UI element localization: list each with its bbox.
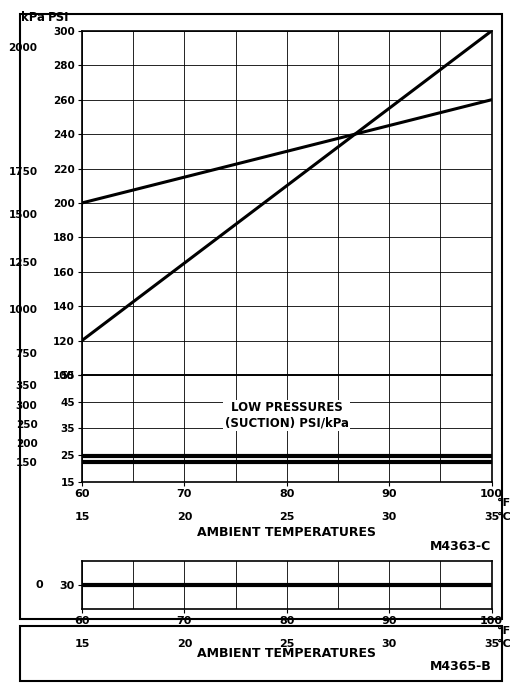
Text: AMBIENT TEMPERATURES: AMBIENT TEMPERATURES	[197, 647, 376, 660]
Text: 250: 250	[16, 420, 37, 430]
Text: 20: 20	[177, 639, 192, 649]
Text: 35: 35	[484, 512, 499, 522]
Text: 1750: 1750	[8, 167, 37, 177]
Text: 2000: 2000	[9, 43, 37, 53]
Text: 750: 750	[15, 350, 37, 359]
Text: °C: °C	[497, 512, 511, 522]
Text: °F: °F	[497, 625, 510, 636]
Text: 300: 300	[16, 400, 37, 411]
Text: 350: 350	[16, 381, 37, 391]
Text: 30: 30	[381, 512, 397, 522]
Text: 0: 0	[35, 580, 43, 590]
Text: 1250: 1250	[9, 258, 37, 268]
Text: M4365-B: M4365-B	[430, 660, 492, 674]
Text: °F: °F	[497, 498, 510, 508]
Text: 200: 200	[16, 439, 37, 449]
Text: °C: °C	[497, 639, 511, 649]
Text: 1500: 1500	[9, 210, 37, 220]
Text: M4363-C: M4363-C	[430, 540, 492, 553]
Text: 1000: 1000	[9, 305, 37, 314]
Text: 25: 25	[279, 512, 294, 522]
Text: 150: 150	[16, 458, 37, 469]
Text: 20: 20	[177, 512, 192, 522]
Text: PSI: PSI	[48, 11, 70, 24]
Text: 15: 15	[74, 512, 90, 522]
Text: 15: 15	[74, 639, 90, 649]
Text: LOW PRESSURES
(SUCTION) PSI/kPa: LOW PRESSURES (SUCTION) PSI/kPa	[225, 402, 349, 429]
Text: 25: 25	[279, 639, 294, 649]
Text: 35: 35	[484, 639, 499, 649]
Text: kPa: kPa	[22, 11, 45, 24]
Text: AMBIENT TEMPERATURES: AMBIENT TEMPERATURES	[197, 526, 376, 539]
Text: 30: 30	[381, 639, 397, 649]
